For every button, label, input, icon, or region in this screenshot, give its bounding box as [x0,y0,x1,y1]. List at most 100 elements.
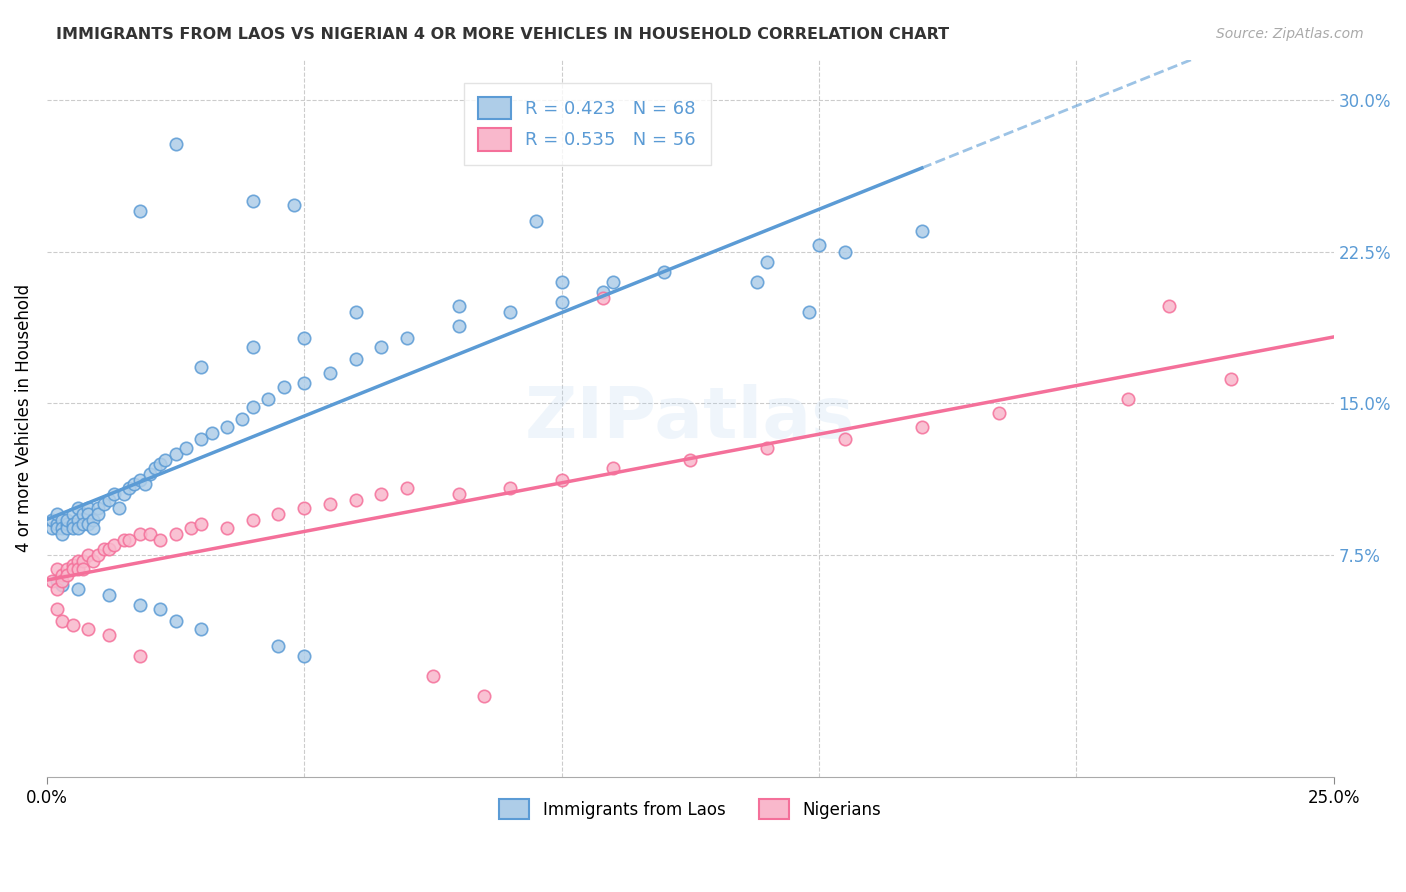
Point [139,467,162,481]
Point [93,497,115,511]
Point [1219,372,1241,386]
Point [112,487,135,501]
Point [62,562,84,576]
Point [550,473,572,487]
Point [97,628,120,642]
Point [988,406,1011,420]
Legend: Immigrants from Laos, Nigerians: Immigrants from Laos, Nigerians [492,792,887,826]
Point [66,582,89,596]
Point [87,501,110,516]
Point [51,527,73,541]
Point [46,507,69,521]
Point [447,319,470,334]
Point [51,578,73,592]
Point [283,198,305,212]
Point [472,689,495,703]
Point [62,507,84,521]
Point [911,224,934,238]
Point [134,476,156,491]
Point [128,648,150,663]
Point [292,648,315,663]
Point [103,487,125,501]
Point [62,517,84,532]
Point [46,574,69,588]
Text: ZIPatlas: ZIPatlas [524,384,855,453]
Point [592,291,614,305]
Point [396,481,419,495]
Y-axis label: 4 or more Vehicles in Household: 4 or more Vehicles in Household [15,285,32,552]
Point [51,567,73,582]
Point [190,623,212,637]
Point [257,392,280,406]
Point [97,493,120,508]
Point [242,513,264,527]
Point [139,527,162,541]
Point [834,433,856,447]
Point [174,441,197,455]
Point [344,493,367,508]
Point [128,527,150,541]
Point [215,420,238,434]
Point [396,331,419,345]
Point [51,574,73,588]
Point [370,339,392,353]
Point [118,533,141,548]
Point [62,618,84,632]
Point [165,137,187,152]
Point [679,452,702,467]
Text: Source: ZipAtlas.com: Source: ZipAtlas.com [1216,27,1364,41]
Point [756,254,779,268]
Point [180,521,202,535]
Point [149,602,172,616]
Point [108,501,131,516]
Point [118,481,141,495]
Point [911,420,934,434]
Point [46,521,69,535]
Point [273,380,295,394]
Point [550,275,572,289]
Point [1157,299,1180,313]
Point [46,602,69,616]
Point [87,548,110,562]
Point [602,275,624,289]
Point [51,521,73,535]
Point [292,376,315,390]
Point [292,331,315,345]
Point [66,501,89,516]
Point [190,517,212,532]
Point [165,527,187,541]
Point [200,426,222,441]
Point [745,275,768,289]
Point [77,517,100,532]
Point [143,460,166,475]
Point [93,541,115,556]
Point [319,497,342,511]
Point [56,567,79,582]
Point [190,433,212,447]
Point [344,305,367,319]
Point [524,214,547,228]
Text: IMMIGRANTS FROM LAOS VS NIGERIAN 4 OR MORE VEHICLES IN HOUSEHOLD CORRELATION CHA: IMMIGRANTS FROM LAOS VS NIGERIAN 4 OR MO… [56,27,949,42]
Point [756,441,779,455]
Point [66,521,89,535]
Point [72,554,94,568]
Point [66,513,89,527]
Point [112,533,135,548]
Point [292,501,315,516]
Point [82,521,104,535]
Point [797,305,820,319]
Point [267,639,290,653]
Point [56,521,79,535]
Point [46,517,69,532]
Point [66,554,89,568]
Point [319,366,342,380]
Point [51,513,73,527]
Point [592,285,614,299]
Point [370,487,392,501]
Point [56,513,79,527]
Point [654,265,676,279]
Point [82,513,104,527]
Point [51,615,73,629]
Point [165,447,187,461]
Point [72,517,94,532]
